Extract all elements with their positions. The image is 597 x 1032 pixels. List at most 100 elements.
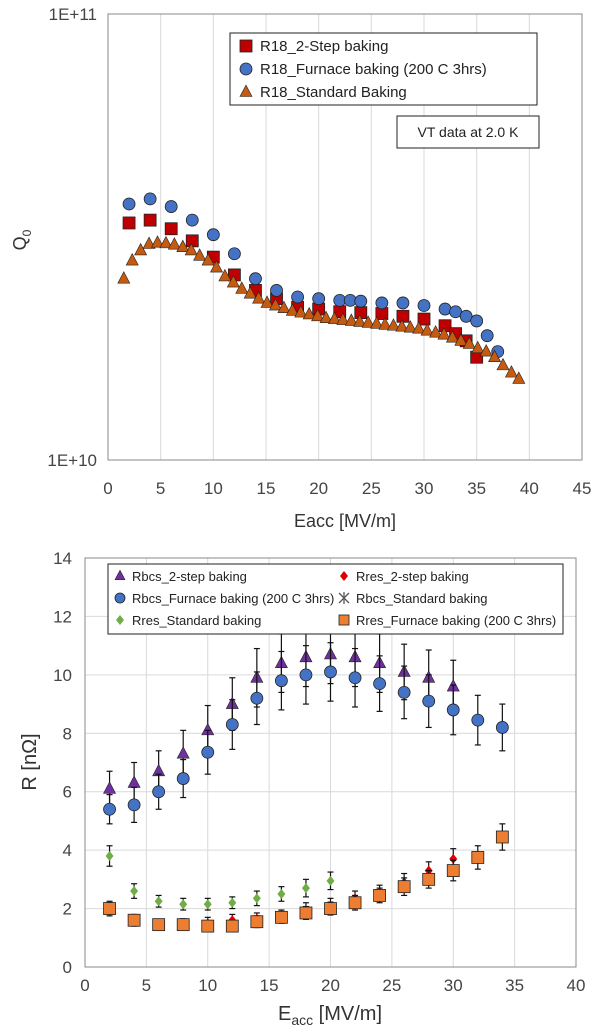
chart2-series-5	[105, 845, 335, 911]
chart1-point	[378, 317, 392, 330]
chart1-point	[396, 296, 410, 310]
chart1-point	[480, 329, 494, 343]
chart2-point	[449, 853, 458, 864]
chart2-legend-marker	[114, 592, 126, 604]
chart2-point	[152, 785, 166, 799]
chart2-point	[103, 802, 116, 816]
chart2-point	[274, 910, 288, 924]
chart2-point	[324, 902, 337, 915]
chart1-point	[386, 318, 400, 331]
chart2-legend-marker	[114, 569, 126, 581]
chart2-y-tick-label: 8	[63, 724, 72, 743]
chart1-point	[193, 248, 207, 261]
chart1-point	[164, 222, 178, 236]
chart1-point	[417, 299, 431, 312]
chart1-x-axis-label: Eacc [MV/m]	[294, 511, 396, 531]
chart1-x-tick-label: 35	[467, 479, 486, 498]
chart2-legend-label: Rres_2-step baking	[356, 569, 469, 584]
chart1-point	[249, 272, 262, 286]
chart1-legend-marker	[239, 39, 253, 53]
chart2-point	[103, 781, 117, 794]
chart2-point	[397, 685, 411, 699]
chart2-point	[471, 713, 485, 727]
chart1-x-tick-labels: 0 5 10 15 20 25 30 35 40 45	[103, 479, 591, 498]
chart1-x-tick-label: 10	[204, 479, 223, 498]
chart1-y-tick-labels: 1E+10 1E+11	[47, 5, 97, 470]
chart1-point	[396, 309, 410, 323]
chart1-point	[353, 314, 367, 327]
chart2-x-tick-label: 30	[444, 976, 463, 995]
chart2-legend-box	[107, 563, 564, 635]
chart2-x-tick-label: 25	[382, 976, 401, 995]
chart2-x-tick-label: 35	[505, 976, 524, 995]
chart2-point	[250, 915, 264, 929]
chart2-y-tick-label: 2	[63, 900, 72, 919]
chart2-legend: Rbcs_2-step baking Rres_2-step baking Rbcs…	[107, 563, 564, 635]
chart1-y-axis-label: Q0	[10, 229, 34, 250]
chart2-point	[201, 919, 215, 933]
chart1-point	[226, 274, 240, 288]
chart2-y-tick-labels: 0 2 4 6 8 10 12 14	[53, 549, 72, 977]
chart2-legend-label: Rres_Standard baking	[132, 613, 261, 628]
chart2-point	[250, 691, 264, 705]
chart1-point	[125, 253, 139, 266]
chart1-point	[151, 235, 165, 248]
chart1-point	[471, 340, 485, 354]
chart1-point	[370, 316, 384, 329]
chart2-x-tick-label: 5	[142, 976, 151, 995]
chart1-legend: R18_2-Step baking R18_Furnace baking (200…	[229, 32, 538, 106]
chart2-x-axis-label-sub: acc	[291, 1012, 313, 1028]
chart1-legend-label: R18_Furnace baking (200 C 3hrs)	[260, 61, 487, 78]
chart2-series-3	[103, 642, 509, 825]
chart1-point	[512, 371, 526, 384]
chart1-x-tick-label: 15	[257, 479, 276, 498]
chart2-point	[225, 718, 239, 731]
chart1-y-axis-label-sub: 0	[20, 229, 34, 236]
chart1-point	[117, 271, 131, 284]
chart1-x-tick-label: 5	[156, 479, 165, 498]
chart1-point	[375, 307, 389, 320]
chart1-point	[420, 323, 434, 336]
chart1-legend-label: R18_2-Step baking	[260, 38, 388, 55]
chart2-point	[495, 721, 509, 734]
chart1-point	[294, 305, 308, 318]
chart1-point	[375, 296, 389, 310]
chart2-x-tick-label: 10	[198, 976, 217, 995]
chart1-y-axis-label-main: Q	[10, 236, 30, 250]
chart-r-vs-eacc: 0 5 10 15 20 25 30 35 40 0 2 4 6 8 10 12 14 Eacc [MV/m]…	[19, 549, 585, 1028]
chart2-point	[127, 913, 141, 927]
chart1-point	[218, 268, 232, 282]
chart1-point	[285, 303, 299, 316]
chart1-point	[134, 242, 148, 256]
chart2-point	[176, 772, 190, 785]
chart2-legend-marker	[340, 571, 348, 581]
chart1-point	[327, 311, 341, 324]
chart1-point	[496, 357, 510, 371]
chart2-point	[471, 851, 485, 864]
chart1-point	[336, 312, 350, 325]
chart1-point	[312, 292, 326, 306]
chart2-y-tick-label: 14	[53, 549, 72, 568]
chart2-point	[299, 668, 313, 682]
chart2-point	[301, 883, 310, 894]
chart2-point	[299, 906, 313, 920]
chart1-x-tick-label: 45	[573, 479, 592, 498]
chart1-point	[243, 286, 257, 299]
chart1-annotation-text: VT data at 2.0 K	[418, 124, 520, 140]
chart2-x-tick-label: 40	[567, 976, 586, 995]
chart2-point	[252, 893, 261, 904]
chart1-point	[201, 253, 215, 266]
chart2-point	[274, 674, 288, 688]
chart2-x-axis-label: Eacc [MV/m]	[278, 1003, 382, 1028]
chart2-point	[179, 899, 188, 910]
chart2-point	[373, 677, 387, 691]
chart1-y-tick-label: 1E+10	[47, 451, 97, 470]
chart1-point	[459, 309, 473, 323]
chart1-point	[277, 300, 291, 313]
chart2-point	[228, 897, 237, 908]
chart2-point	[154, 896, 163, 907]
chart2-point	[348, 671, 362, 685]
chart2-point	[422, 694, 436, 708]
chart1-point	[252, 291, 266, 304]
